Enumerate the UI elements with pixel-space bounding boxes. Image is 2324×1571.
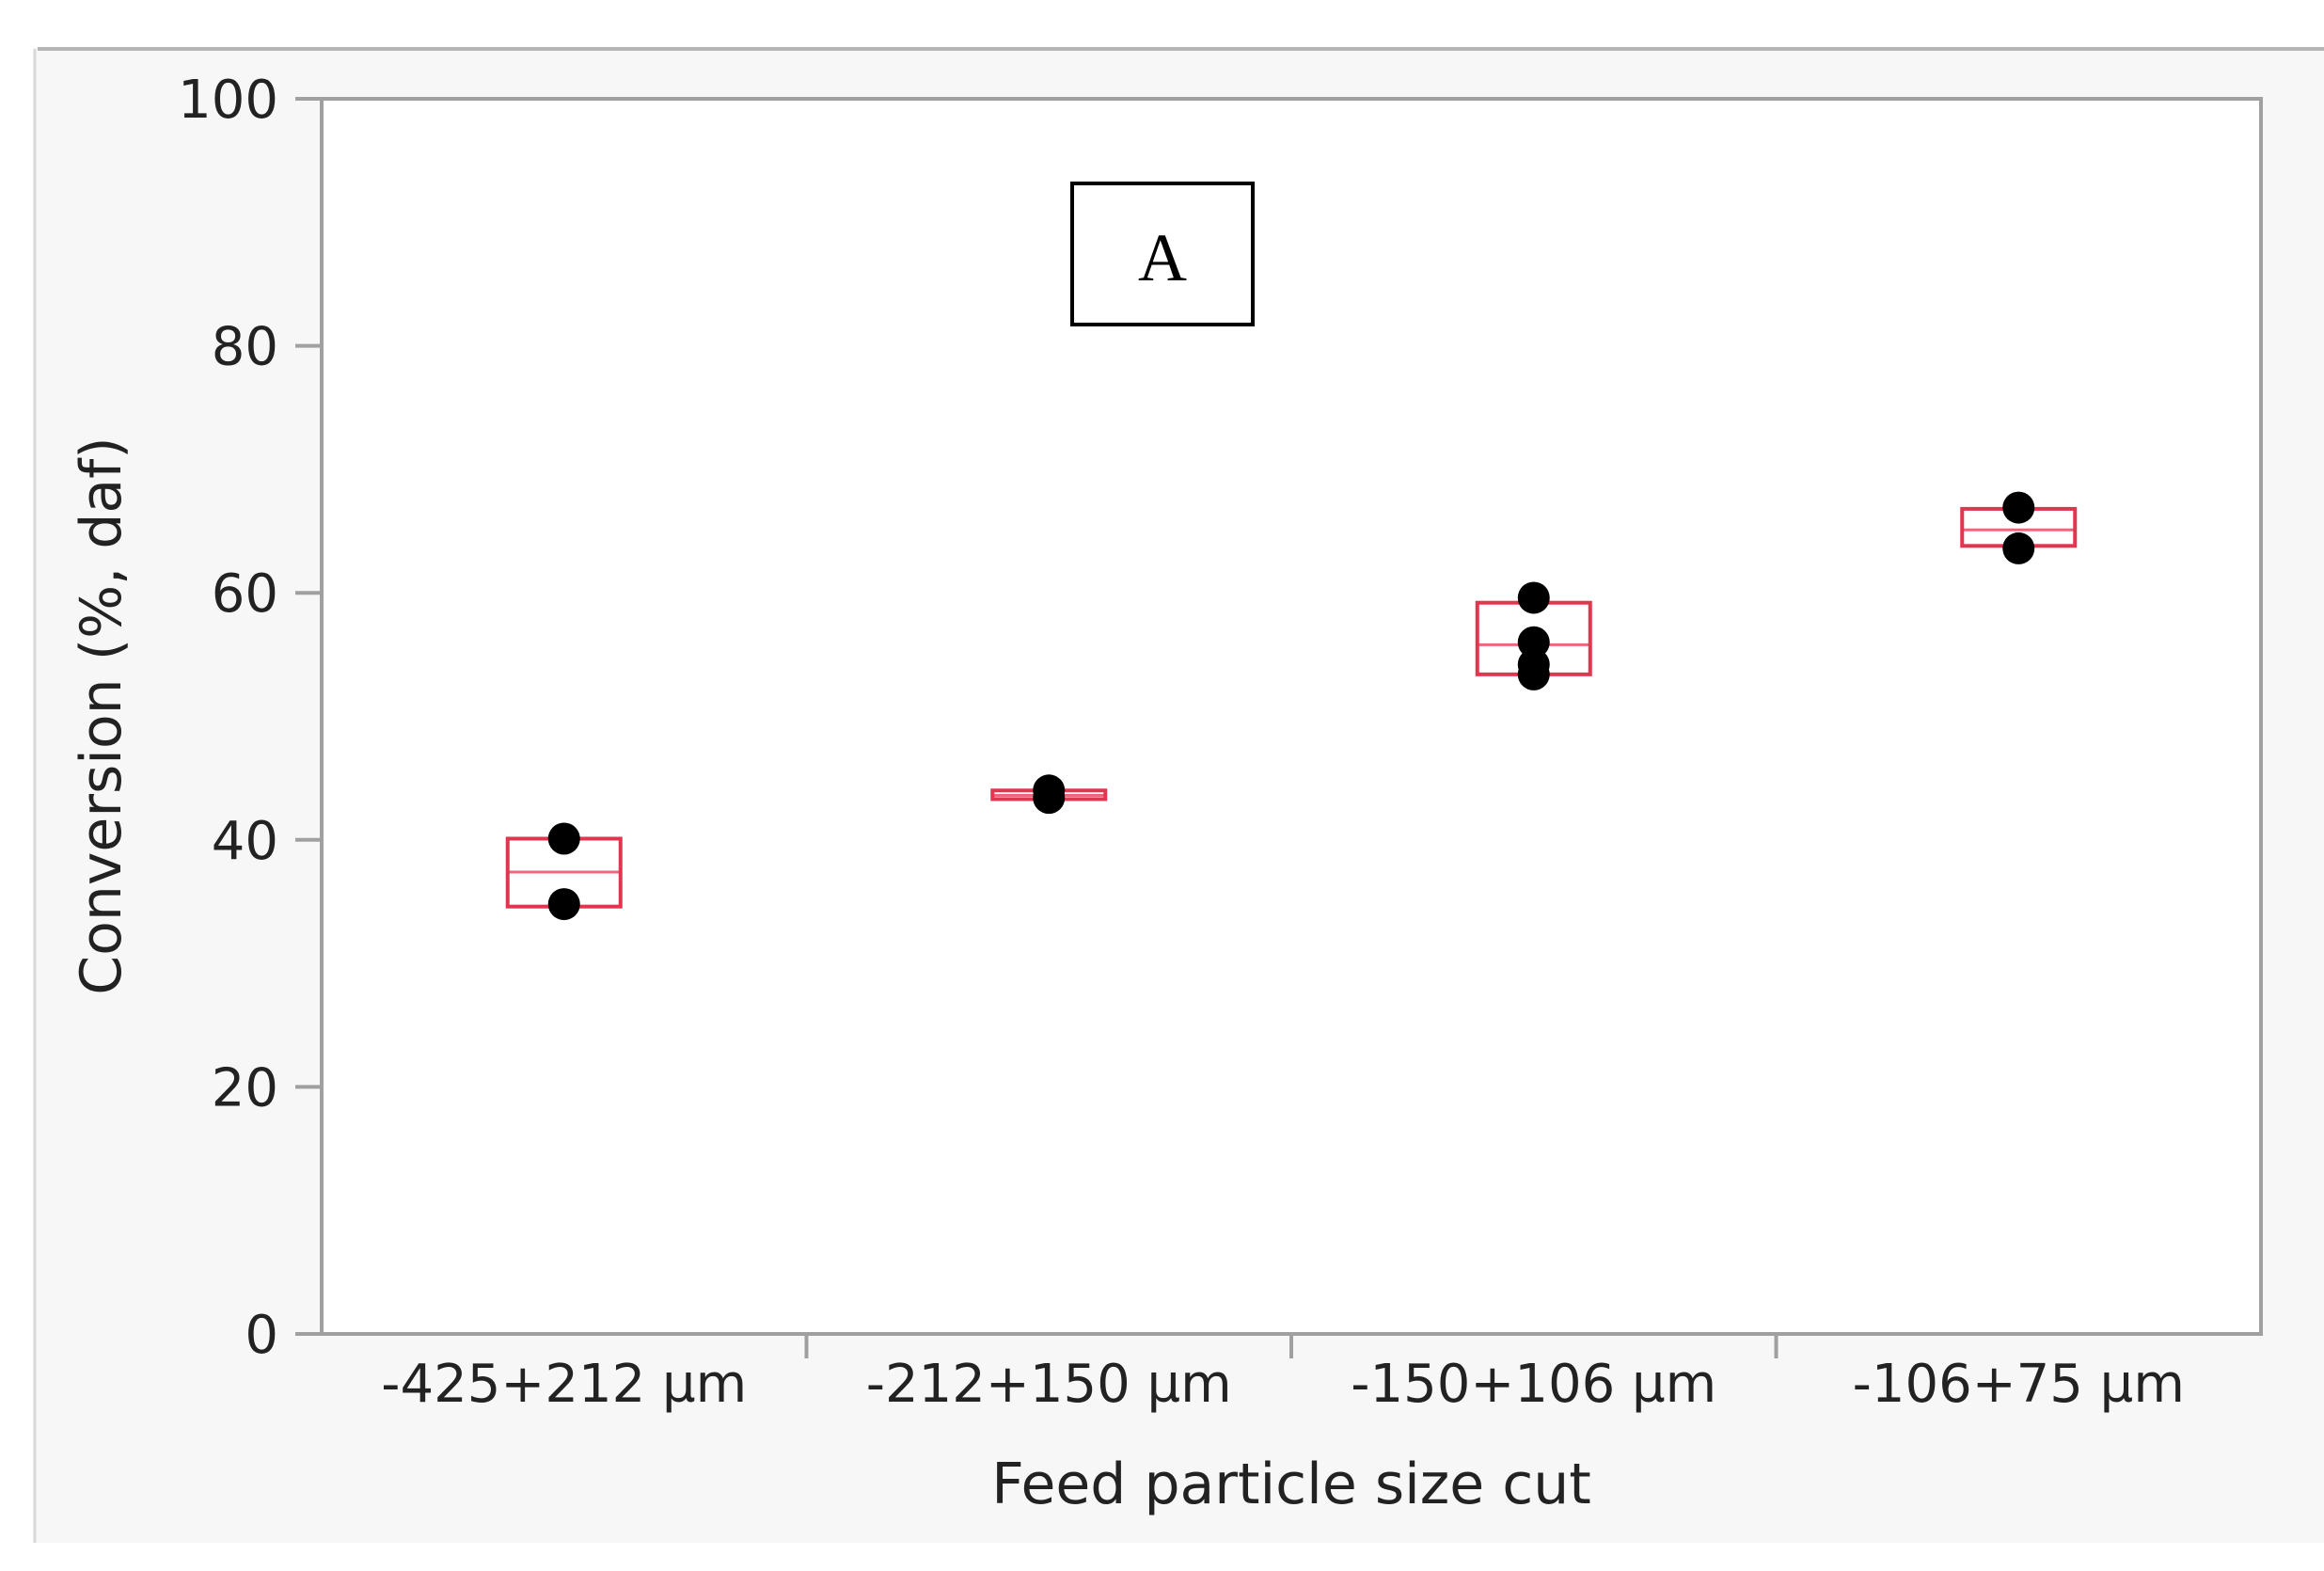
x-tick-label: -150+106 µm <box>1351 1354 1716 1415</box>
y-axis-title: Conversion (%, daf) <box>69 436 134 994</box>
panel-label: A <box>1138 220 1187 295</box>
y-axis: 0 20 40 60 80 100 <box>178 70 322 1366</box>
data-point <box>1517 581 1550 614</box>
y-tick-label: 80 <box>212 317 278 378</box>
plot-area <box>320 97 2263 1336</box>
y-tick-label: 100 <box>178 70 278 131</box>
y-tick-label: 60 <box>212 563 278 625</box>
y-tick-label: 40 <box>212 811 278 872</box>
x-tick-label: -425+212 µm <box>381 1354 747 1415</box>
data-point <box>2002 491 2035 524</box>
panel-label-box <box>1070 182 1255 326</box>
y-tick-label: 0 <box>245 1305 278 1366</box>
x-axis-title: Feed particle size cut <box>991 1452 1591 1517</box>
point-series <box>547 491 2035 921</box>
data-point <box>1517 658 1550 690</box>
data-point <box>547 822 580 855</box>
data-point <box>1033 782 1066 815</box>
data-point <box>2002 532 2035 564</box>
data-point <box>547 888 580 921</box>
x-axis: -425+212 µm -212+150 µm -150+106 µm -106+75… <box>381 1334 2185 1415</box>
y-tick-label: 20 <box>212 1057 278 1119</box>
x-tick-label: -106+75 µm <box>1853 1354 2185 1415</box>
data-point <box>1517 626 1550 659</box>
x-tick-label: -212+150 µm <box>866 1354 1232 1415</box>
